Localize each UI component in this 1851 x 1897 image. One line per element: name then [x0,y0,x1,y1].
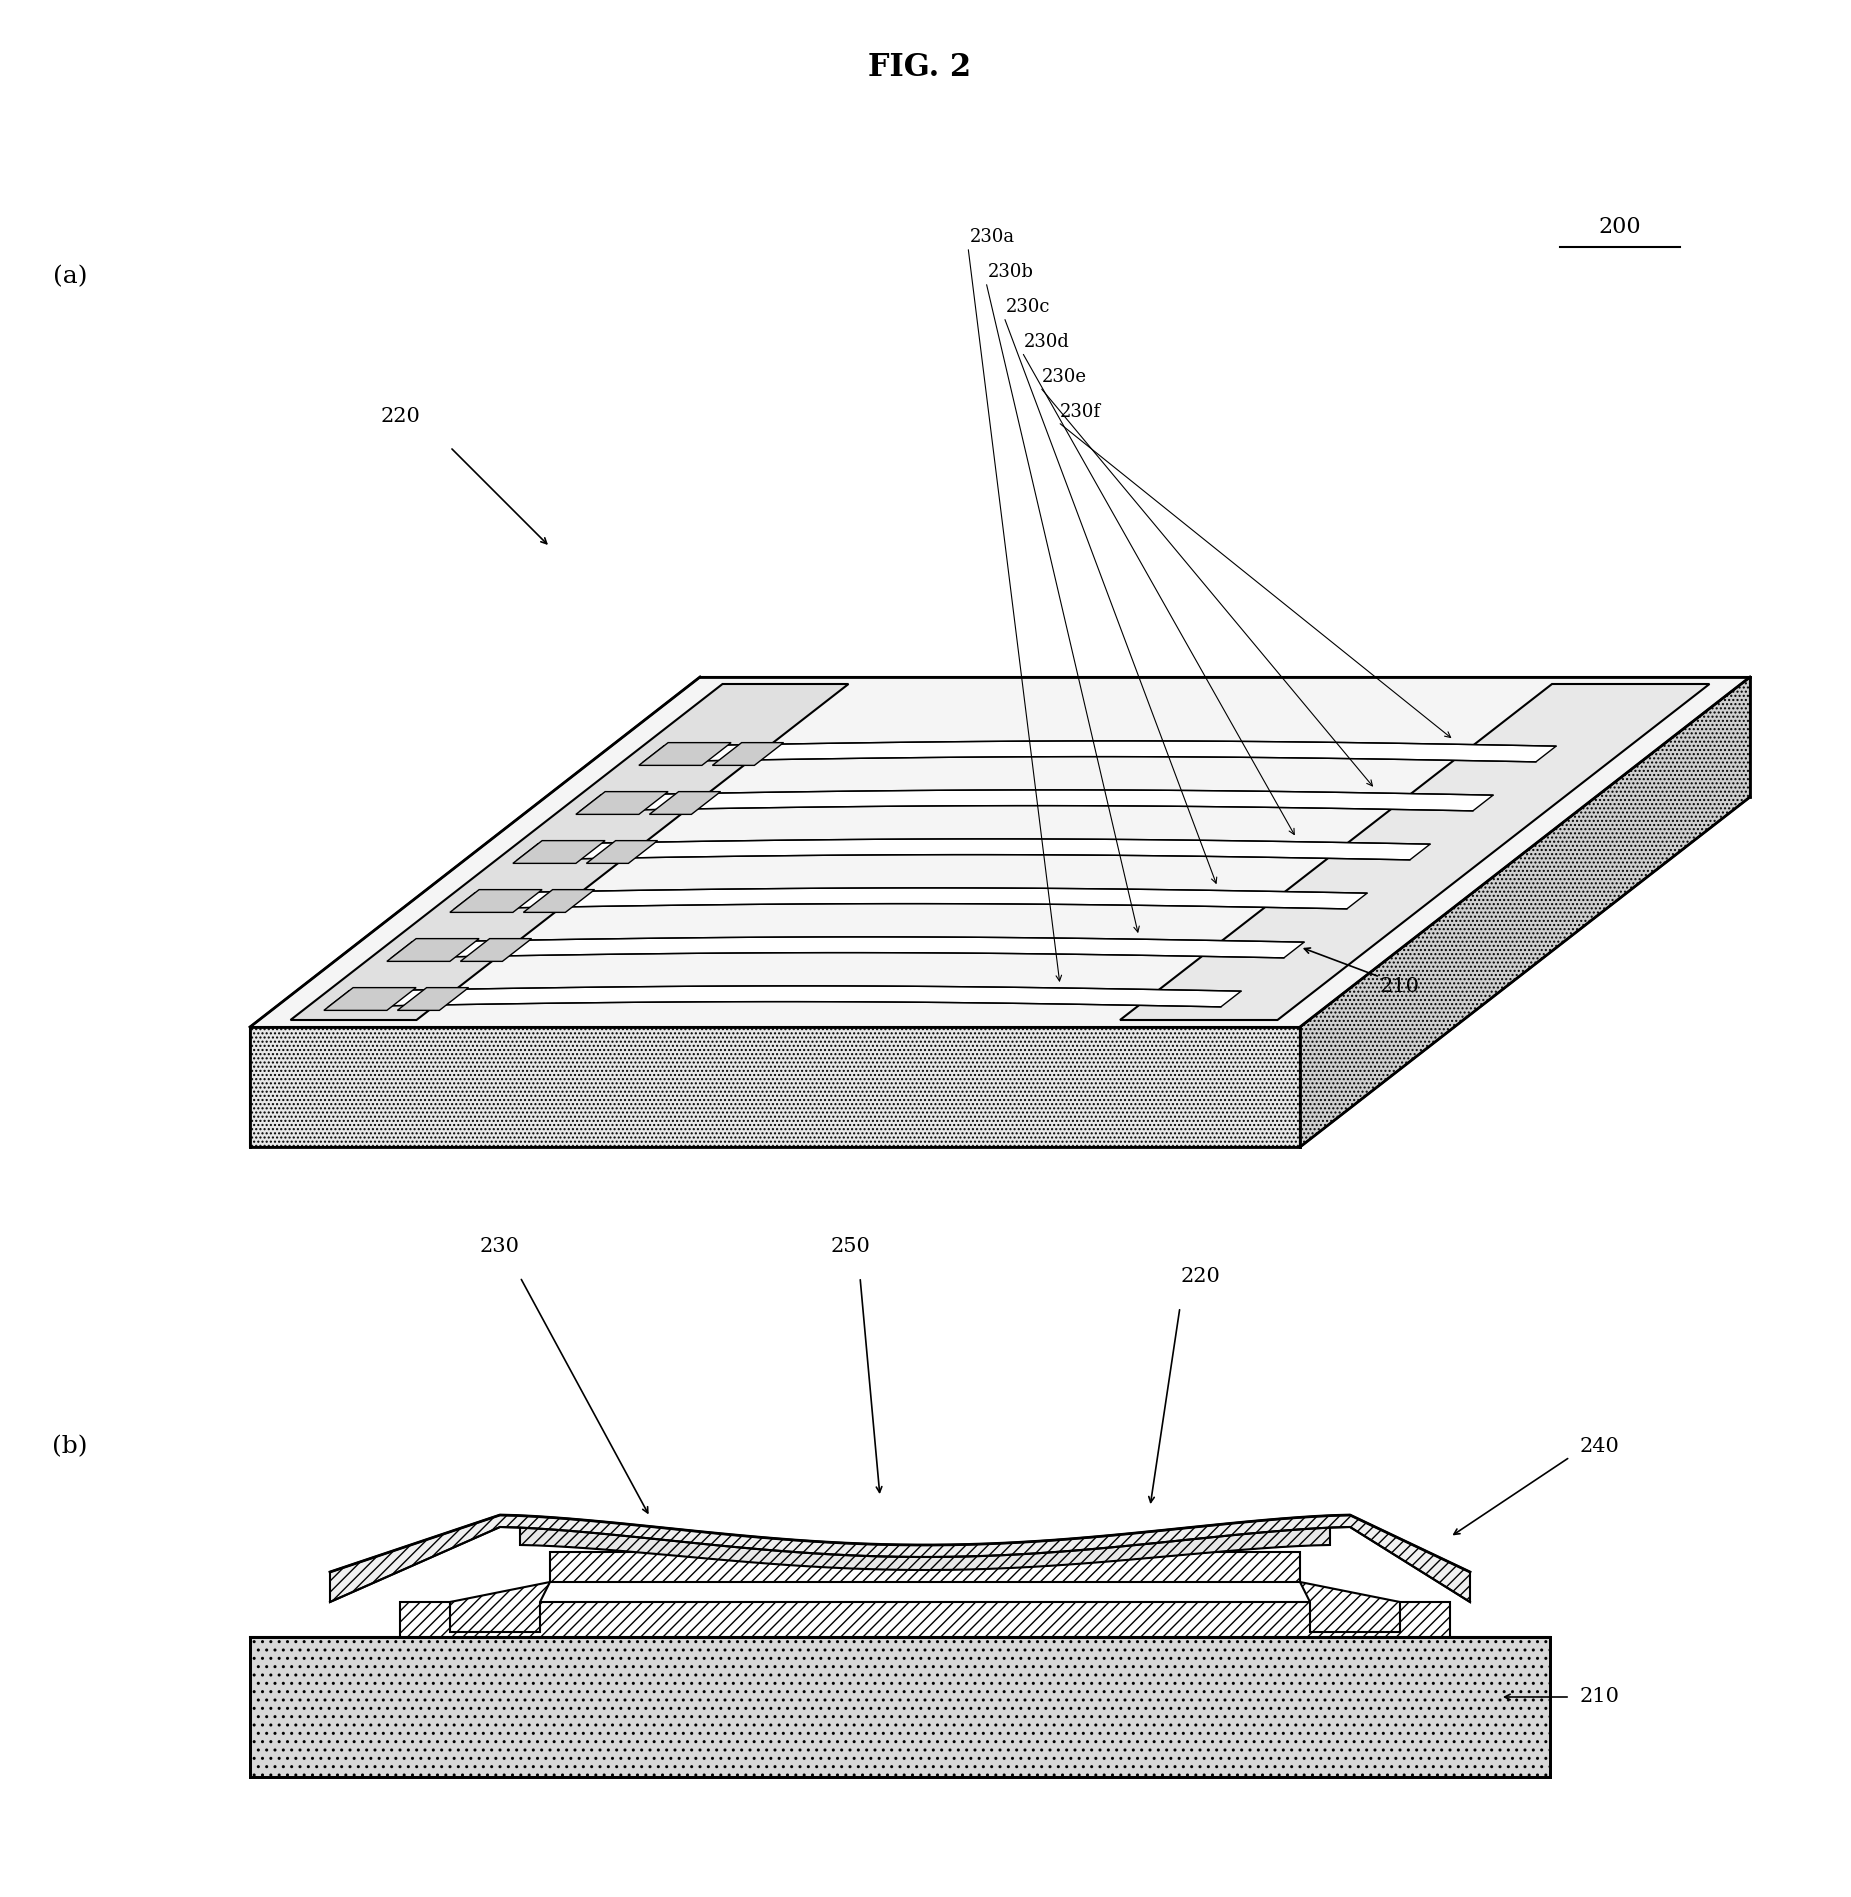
Text: 210: 210 [1381,977,1420,996]
Polygon shape [587,840,657,863]
Polygon shape [639,742,731,764]
Polygon shape [650,791,720,814]
Polygon shape [400,1601,1449,1637]
Polygon shape [461,939,531,962]
Text: 220: 220 [1181,1267,1220,1286]
Polygon shape [576,791,668,814]
Text: (a): (a) [52,266,87,288]
Text: 220: 220 [379,408,420,427]
Text: 230c: 230c [1005,298,1051,317]
Text: 240: 240 [1581,1438,1620,1457]
Polygon shape [250,1637,1549,1777]
Text: FIG. 2: FIG. 2 [868,51,972,82]
Polygon shape [387,939,479,962]
Polygon shape [644,742,1557,763]
Text: 230f: 230f [1061,402,1101,421]
Polygon shape [453,888,1368,909]
Polygon shape [1120,685,1710,1021]
Polygon shape [250,677,1749,1026]
Polygon shape [324,988,416,1011]
Text: 250: 250 [829,1237,870,1256]
Text: 230a: 230a [970,228,1014,247]
Polygon shape [398,988,468,1011]
Polygon shape [291,685,848,1021]
Text: 230e: 230e [1042,368,1087,385]
Polygon shape [391,937,1305,958]
Text: 200: 200 [1599,216,1642,237]
Polygon shape [513,840,605,863]
Polygon shape [1299,677,1749,1148]
Text: (b): (b) [52,1436,87,1459]
Text: 230b: 230b [988,264,1035,281]
Polygon shape [520,1527,1331,1571]
Text: 230: 230 [479,1237,520,1256]
Text: 210: 210 [1581,1688,1620,1707]
Polygon shape [581,789,1494,810]
Polygon shape [1299,1582,1399,1631]
Polygon shape [518,838,1431,859]
Text: 230d: 230d [1024,334,1070,351]
Polygon shape [524,890,594,912]
Polygon shape [250,1026,1299,1148]
Polygon shape [328,986,1242,1007]
Polygon shape [329,1516,1470,1601]
Polygon shape [450,1582,550,1631]
Polygon shape [550,1552,1299,1582]
Polygon shape [450,890,542,912]
Polygon shape [713,742,783,764]
